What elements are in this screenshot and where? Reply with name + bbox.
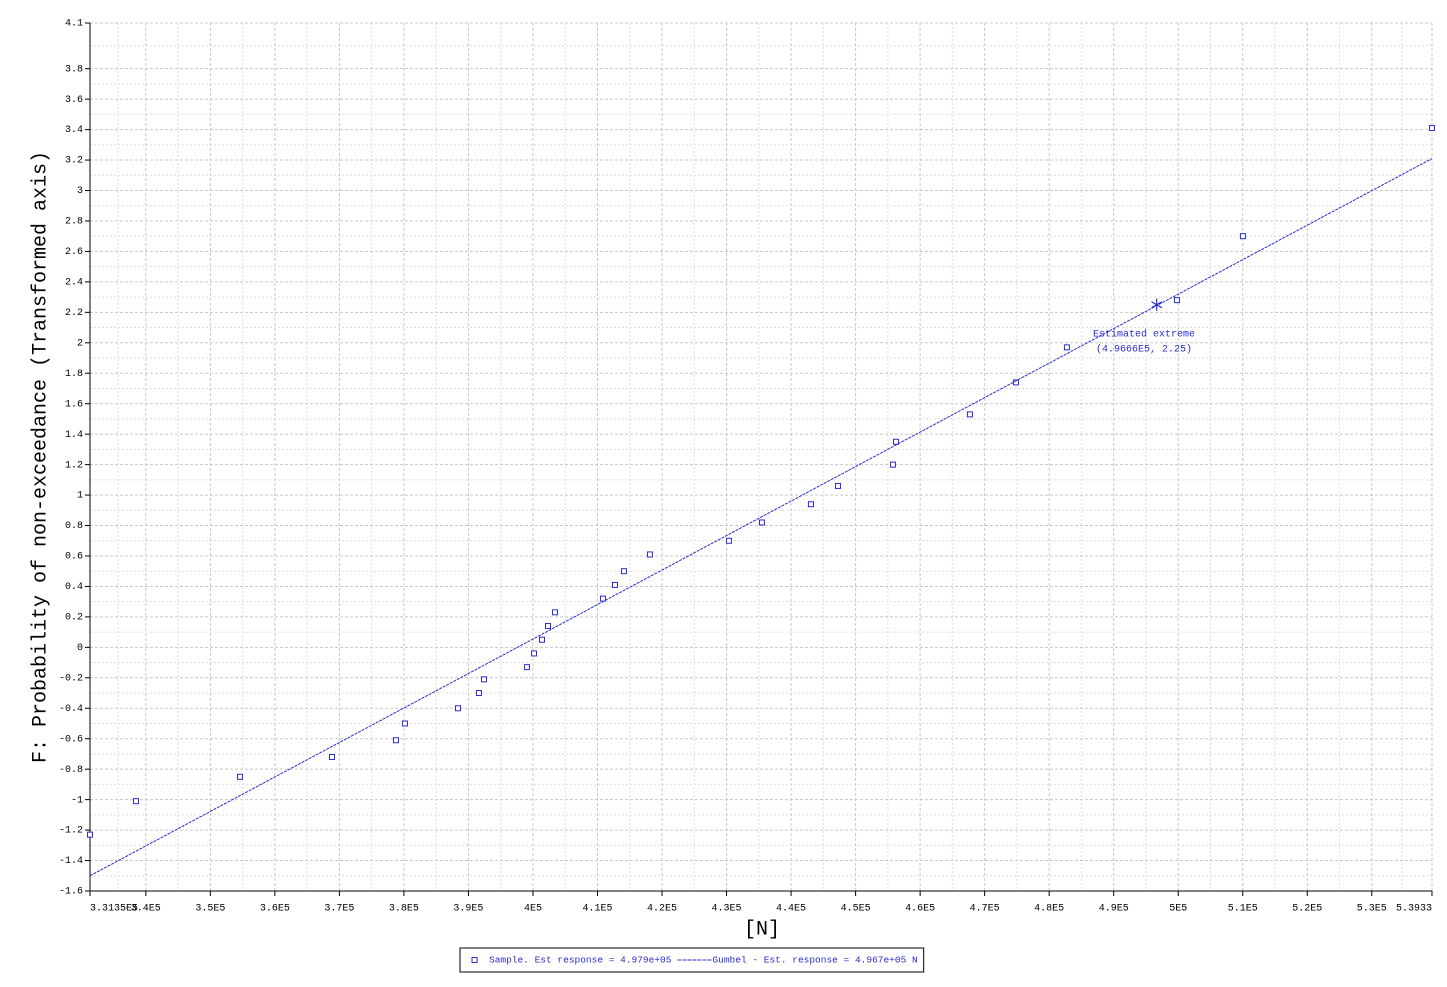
data-point — [620, 568, 627, 575]
y-tick-label: 0.2 — [65, 613, 83, 624]
data-point — [401, 720, 408, 727]
data-point — [1063, 344, 1070, 351]
y-tick-label: 0.8 — [65, 521, 83, 532]
y-tick-label: 2.2 — [65, 308, 83, 319]
x-tick-label: 4.6E5 — [905, 904, 935, 915]
x-tick-label: 4.4E5 — [776, 904, 806, 915]
data-point — [611, 581, 618, 588]
y-tick-label: 3.6 — [65, 95, 83, 106]
data-point — [392, 737, 399, 744]
x-tick-label: 4.8E5 — [1034, 904, 1064, 915]
data-point — [480, 676, 487, 683]
y-tick-label: 1.6 — [65, 399, 83, 410]
data-point — [545, 623, 552, 630]
legend-marker — [471, 957, 478, 963]
y-axis-label: F: Probability of non-exceedance (Transf… — [29, 151, 52, 763]
data-point — [133, 798, 140, 805]
x-tick-label: 5.3E5 — [1357, 904, 1387, 915]
x-tick-label: 4.2E5 — [647, 904, 677, 915]
extreme-marker — [1151, 298, 1163, 311]
y-tick-label: -1 — [71, 795, 83, 806]
y-tick-label: -1.2 — [59, 826, 83, 837]
y-tick-label: 2.4 — [65, 278, 83, 289]
x-tick-label: 5.2E5 — [1292, 904, 1322, 915]
data-point — [834, 482, 841, 489]
legend — [459, 947, 925, 973]
fit-line — [89, 158, 1433, 877]
x-tick-label: 4.3E5 — [712, 904, 742, 915]
x-tick-label: 5E5 — [1169, 904, 1187, 915]
data-point — [892, 438, 899, 445]
data-point — [966, 411, 973, 418]
y-tick-label: 4.1 — [65, 19, 83, 30]
data-point — [523, 664, 530, 671]
x-tick-label: 4.7E5 — [970, 904, 1000, 915]
y-tick-label: -0.8 — [59, 765, 83, 776]
x-axis-label: [N] — [744, 918, 780, 941]
annotation: Estimated extreme — [1093, 328, 1195, 340]
x-tick-label: 3.6E5 — [260, 904, 290, 915]
y-tick-label: 2 — [77, 338, 83, 349]
x-tick-label: 4.9E5 — [1099, 904, 1129, 915]
data-point — [646, 551, 653, 558]
star-stroke — [1151, 301, 1163, 309]
data-point — [530, 650, 537, 657]
y-tick-label: 3 — [77, 186, 83, 197]
annotation: (4.9666E5, 2.25) — [1096, 343, 1192, 355]
y-tick-label: -0.6 — [59, 734, 83, 745]
y-tick-label: 1 — [77, 491, 83, 502]
data-point — [237, 773, 244, 780]
x-tick-label: 3.3135E5 — [90, 904, 138, 915]
x-tick-label: 3.5E5 — [195, 904, 225, 915]
y-tick-label: 3.8 — [65, 64, 83, 75]
y-tick-label: 3.2 — [65, 156, 83, 167]
legend-label: Gumbel - Est. response = 4.967e+05 N — [712, 955, 917, 966]
data-point — [807, 501, 814, 508]
x-tick-label: 4.5E5 — [841, 904, 871, 915]
data-point — [551, 609, 558, 616]
y-tick-label: 0.6 — [65, 552, 83, 563]
x-tick-label: 3.9E5 — [453, 904, 483, 915]
y-tick-label: -1.6 — [59, 887, 83, 898]
data-point — [1429, 125, 1435, 132]
x-tick-label: 4E5 — [524, 904, 542, 915]
x-tick-label: 3.7E5 — [324, 904, 354, 915]
y-tick-label: 0 — [77, 643, 83, 654]
data-point — [87, 831, 93, 838]
x-tick-label: 3.8E5 — [389, 904, 419, 915]
y-tick-label: 2.8 — [65, 217, 83, 228]
y-tick-label: -0.4 — [59, 704, 83, 715]
y-tick-label: 2.6 — [65, 247, 83, 258]
y-tick-label: -0.2 — [59, 673, 83, 684]
data-point — [599, 595, 606, 602]
y-tick-label: 1.8 — [65, 369, 83, 380]
y-tick-label: 1.4 — [65, 430, 83, 441]
y-tick-label: 3.4 — [65, 125, 83, 136]
y-tick-label: -1.4 — [59, 856, 83, 867]
data-point — [889, 461, 896, 468]
data-point — [1239, 233, 1246, 240]
legend-label: Sample. Est response = 4.979e+05 — [489, 955, 672, 966]
data-point — [725, 537, 732, 544]
y-tick-label: 1.2 — [65, 460, 83, 471]
data-point — [1173, 297, 1180, 304]
data-point — [475, 690, 482, 697]
data-point — [454, 705, 461, 712]
data-point — [758, 519, 765, 526]
data-point — [328, 753, 335, 760]
x-tick-label: 5.3933 — [1396, 904, 1432, 915]
x-tick-label: 3.4E5 — [131, 904, 161, 915]
data-point — [539, 636, 546, 643]
y-tick-label: 0.4 — [65, 582, 83, 593]
x-tick-label: 5.1E5 — [1228, 904, 1258, 915]
x-tick-label: 4.1E5 — [582, 904, 612, 915]
